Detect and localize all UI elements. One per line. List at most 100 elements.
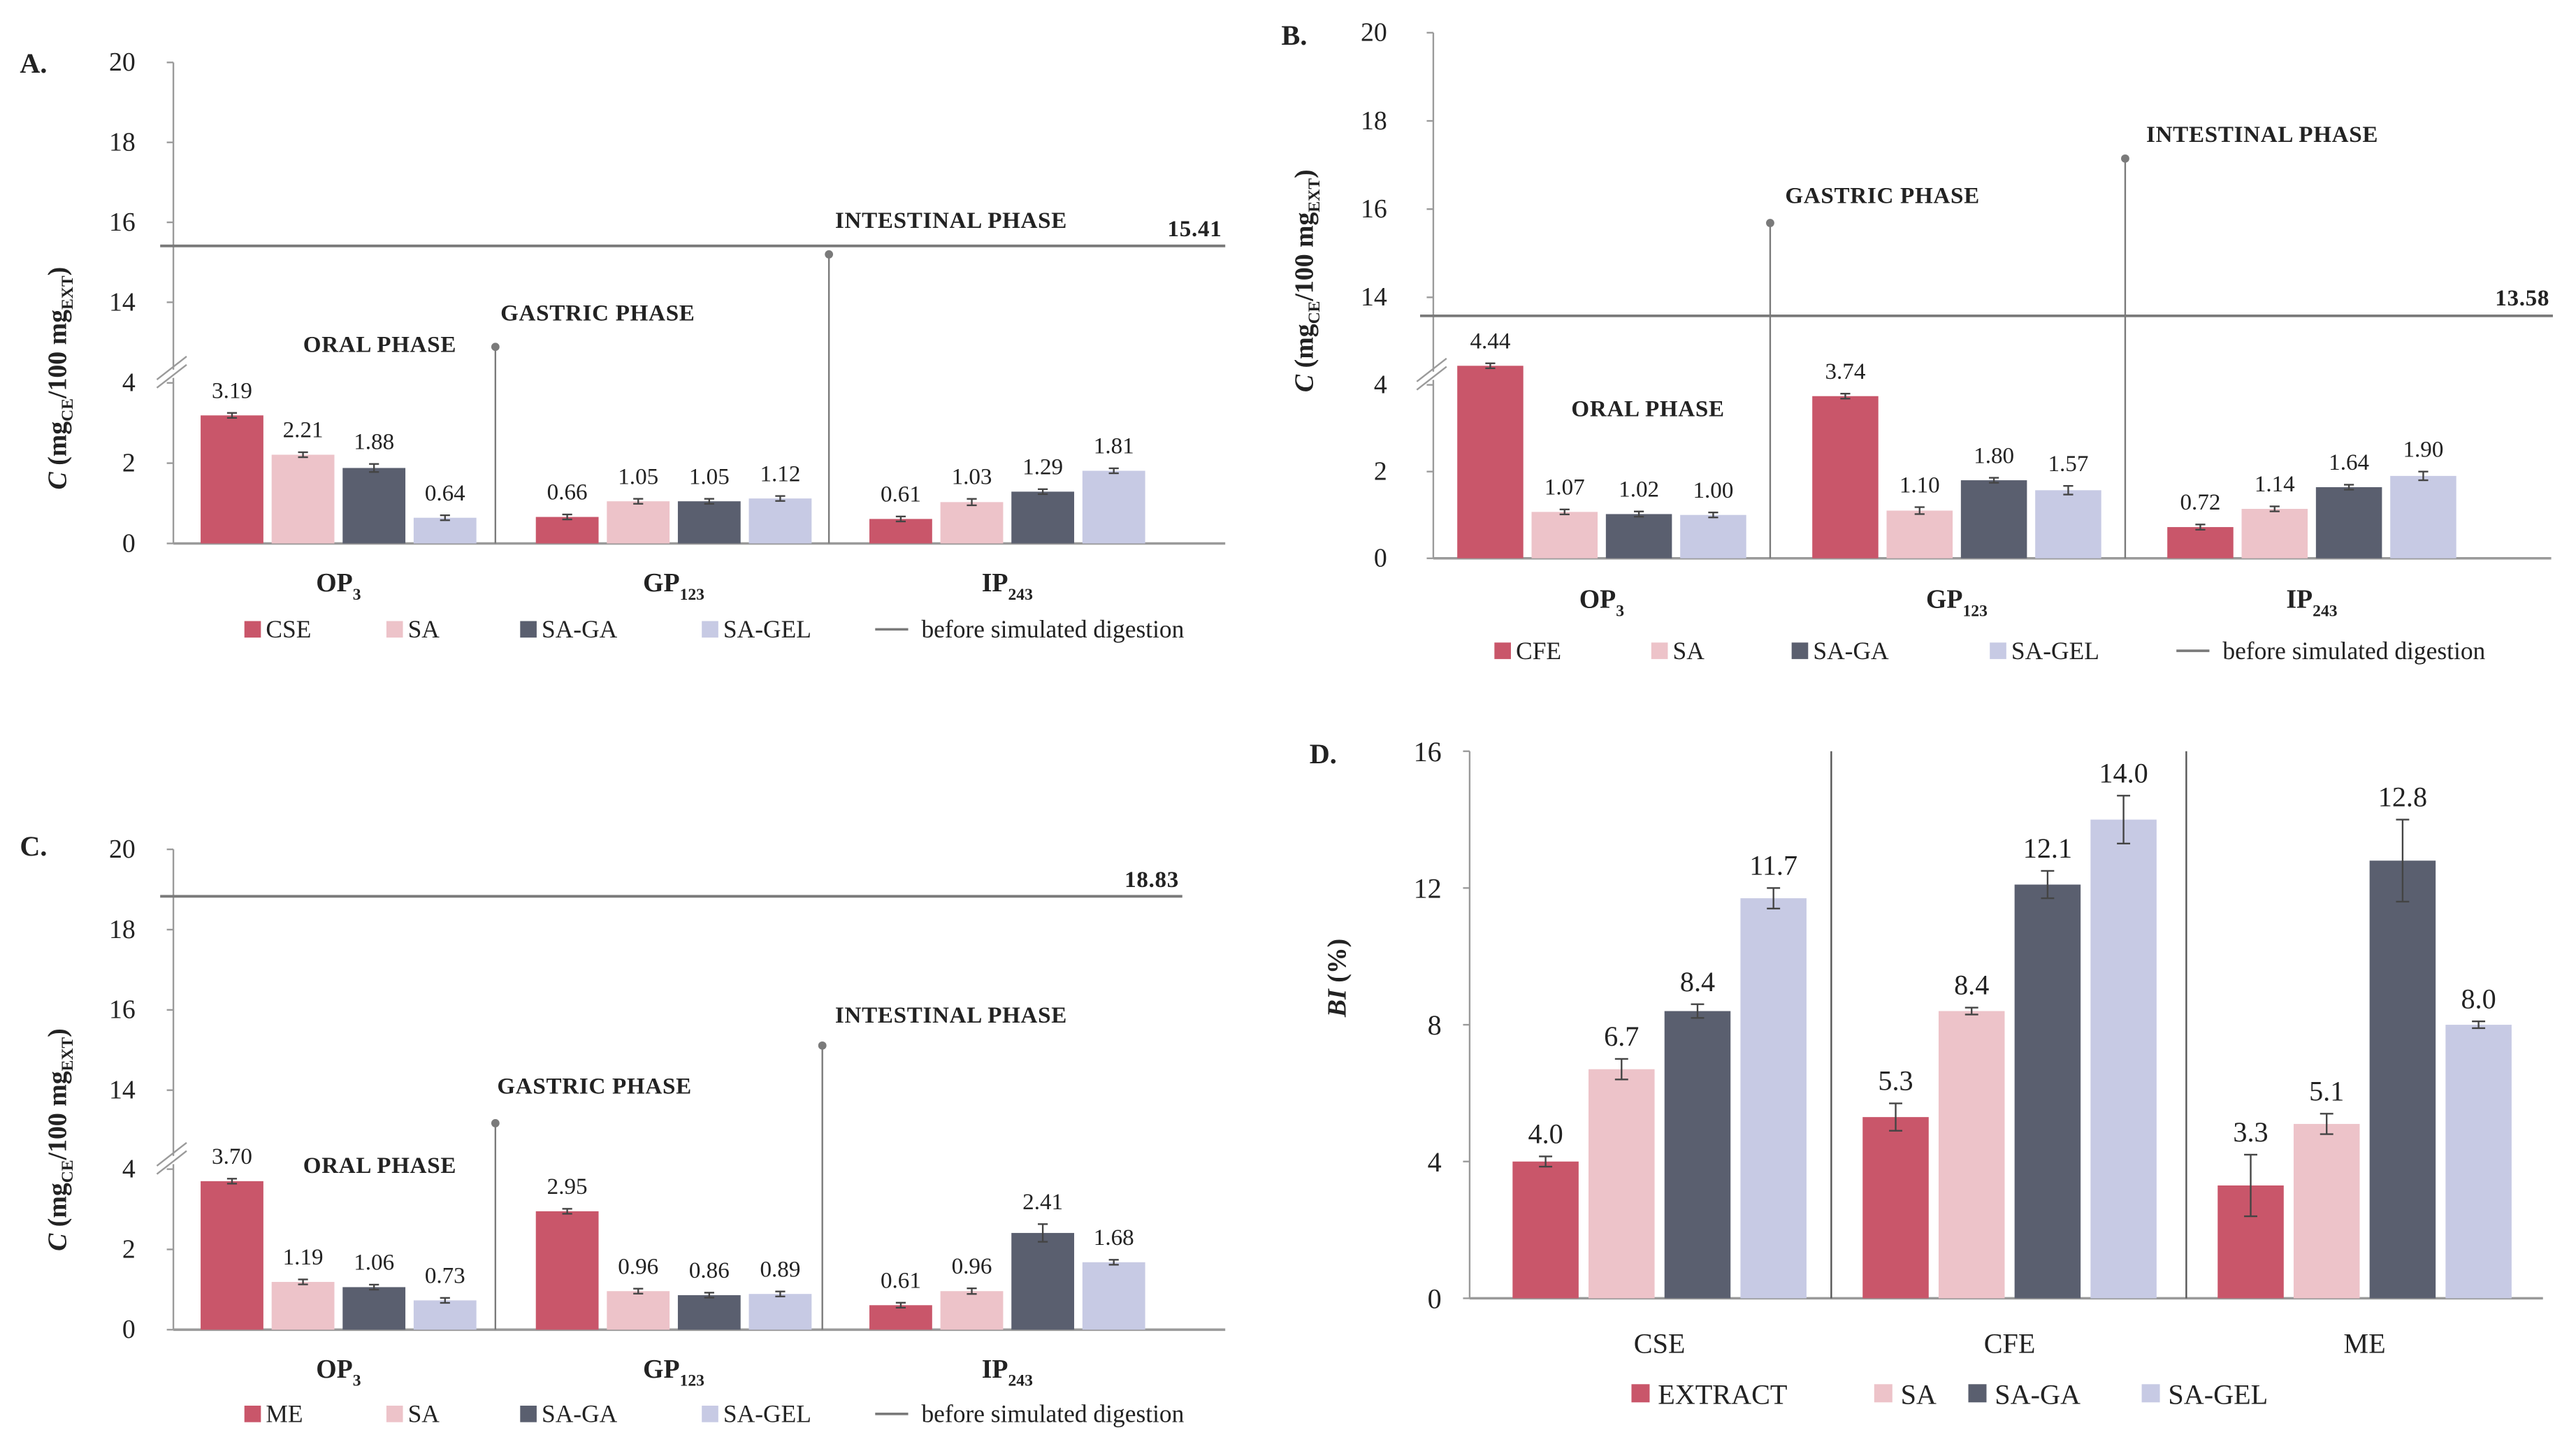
y-label-mid: /100 mg xyxy=(43,1071,73,1160)
data-label: 2.21 xyxy=(283,418,324,443)
legend-swatch xyxy=(386,621,403,638)
phase-divider-marker xyxy=(1766,219,1774,227)
bar xyxy=(413,1300,477,1330)
category-label: GP123 xyxy=(1926,585,1988,621)
bar xyxy=(342,1287,406,1330)
bar xyxy=(940,502,1004,544)
y-label-mid: /100 mg xyxy=(43,310,73,399)
bar xyxy=(1512,1161,1579,1299)
legend-swatch xyxy=(1631,1384,1650,1403)
legend-label: CSE xyxy=(266,615,311,643)
bar xyxy=(1531,512,1598,558)
y-tick-label: 8 xyxy=(1428,1009,1442,1041)
y-tick-label: 4 xyxy=(1374,370,1387,399)
data-label: 1.88 xyxy=(354,429,394,454)
y-tick-label: 0 xyxy=(1428,1283,1442,1315)
y-label-close: ) xyxy=(43,267,73,276)
bar xyxy=(1605,514,1672,558)
category-sub: 3 xyxy=(1616,602,1624,620)
y-label-sub: EXT xyxy=(1305,178,1324,212)
data-label: 0.61 xyxy=(881,1268,921,1293)
data-label: 2.95 xyxy=(547,1174,588,1199)
reference-value-label: 15.41 xyxy=(1168,217,1222,242)
category-sub: 123 xyxy=(1962,602,1987,620)
y-tick-label: 16 xyxy=(1361,194,1387,224)
data-label: 1.00 xyxy=(1693,478,1733,503)
legend-label: SA-GEL xyxy=(2168,1379,2268,1411)
phase-label-oral: ORAL PHASE xyxy=(1571,397,1724,422)
data-label: 1.29 xyxy=(1022,455,1063,480)
bar xyxy=(869,1305,932,1330)
bar xyxy=(1011,1232,1075,1330)
data-label: 14.0 xyxy=(2099,757,2148,788)
y-label-symbol: C xyxy=(43,471,73,489)
category-sub: 243 xyxy=(1008,586,1033,604)
data-label: 1.12 xyxy=(760,461,800,486)
bar xyxy=(677,1295,741,1330)
bar xyxy=(1589,1069,1655,1299)
legend-label: SA xyxy=(408,615,440,643)
category-label: IP243 xyxy=(982,568,1033,604)
y-tick-label: 20 xyxy=(109,835,136,864)
category-main: IP xyxy=(2286,585,2313,614)
panel-label: C. xyxy=(20,830,47,862)
data-label: 0.72 xyxy=(2180,490,2221,515)
reference-value-label: 18.83 xyxy=(1124,867,1179,893)
y-tick-label: 16 xyxy=(109,208,136,237)
data-label: 1.06 xyxy=(354,1250,394,1276)
panel-d: D. BI (%) 0 4 8 12 16 4.0 5.3 3.3 6.7 8.4 5.1 8.4 12.1… xyxy=(1310,736,2543,1411)
y-label-sub: EXT xyxy=(59,275,77,310)
legend-label: SA-GEL xyxy=(723,615,811,643)
legend-swatch xyxy=(702,621,718,638)
y-label-open: (mg xyxy=(43,421,73,473)
legend-label: SA-GA xyxy=(1995,1379,2081,1411)
bar xyxy=(607,501,670,544)
axis-break-mark xyxy=(156,1141,187,1167)
y-tick-label: 14 xyxy=(109,287,136,317)
legend-label: before simulated digestion xyxy=(921,615,1184,643)
data-label: 8.4 xyxy=(1954,969,1989,1001)
y-label-close: ) xyxy=(43,1028,73,1037)
category-sub: 3 xyxy=(353,586,361,604)
data-label: 0.96 xyxy=(952,1254,992,1279)
y-tick-label: 4 xyxy=(1428,1146,1442,1178)
data-label: 1.80 xyxy=(1974,443,2014,468)
data-label: 1.10 xyxy=(1900,473,1940,498)
data-label: 0.96 xyxy=(618,1254,658,1279)
bar xyxy=(2167,527,2234,558)
phase-divider-marker xyxy=(2121,154,2129,163)
y-tick-label: 18 xyxy=(109,128,136,157)
data-label: 0.86 xyxy=(689,1258,730,1283)
legend-label: before simulated digestion xyxy=(2222,637,2485,665)
legend-swatch xyxy=(2141,1384,2160,1403)
legend-label: SA xyxy=(408,1400,440,1428)
category-label: CSE xyxy=(1634,1327,1686,1359)
data-label: 1.02 xyxy=(1619,477,1659,502)
bar xyxy=(2390,475,2456,558)
category-sub: 243 xyxy=(2313,602,2337,620)
data-label: 1.90 xyxy=(2403,437,2443,462)
data-label: 0.61 xyxy=(881,482,921,507)
reference-value-label: 13.58 xyxy=(2495,286,2549,311)
legend-swatch xyxy=(244,621,261,638)
category-main: GP xyxy=(643,1355,679,1384)
y-tick-label: 0 xyxy=(122,528,136,558)
bar xyxy=(2014,884,2081,1299)
category-main: OP xyxy=(316,568,352,598)
legend-swatch xyxy=(1968,1384,1987,1403)
data-label: 0.64 xyxy=(425,481,465,506)
data-label: 1.05 xyxy=(618,464,658,489)
category-label: IP243 xyxy=(982,1355,1033,1390)
bar xyxy=(1457,366,1524,558)
y-label-sub: CE xyxy=(59,398,77,421)
bar xyxy=(535,517,599,544)
y-tick-label: 14 xyxy=(109,1075,136,1104)
category-label: CFE xyxy=(1984,1327,2036,1359)
panel-label: B. xyxy=(1282,20,1308,51)
bar xyxy=(2445,1025,2512,1299)
bar xyxy=(2241,509,2308,558)
category-label: OP3 xyxy=(1579,585,1624,621)
legend-label: SA-GA xyxy=(542,1400,618,1428)
panel-b: B. C (mgCE/100 mgEXT) 0 2 4 14 16 18 20 13.58 ORAL… xyxy=(1282,18,2553,665)
